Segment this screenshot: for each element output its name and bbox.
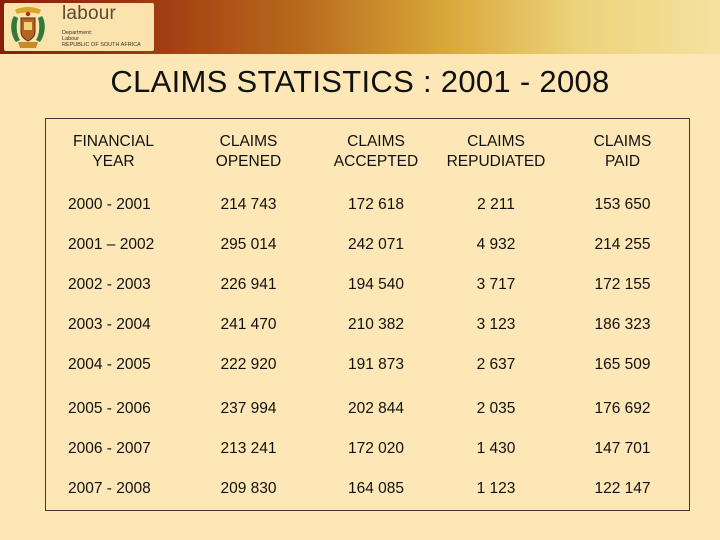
cell-claims-paid: 172 155 (594, 276, 651, 293)
brand-subtitle-department: Department: (62, 30, 93, 36)
slide-title: CLAIMS STATISTICS : 2001 - 2008 (110, 64, 610, 99)
cell-claims-repudiated: 2 637 (476, 356, 516, 373)
cell-financial-year: 2007 - 2008 (68, 480, 151, 497)
header-claims-repudiated-label: CLAIMS REPUDIATED (446, 133, 546, 170)
cell-claims-opened: 222 920 (220, 356, 277, 373)
cell-claims-opened: 237 994 (220, 400, 277, 417)
table-header-row: FINANCIAL YEAR CLAIMS OPENED CLAIMS ACCE… (46, 119, 689, 185)
cell-claims-paid: 176 692 (594, 400, 651, 417)
table-row: 2002 - 2003 226 941 194 540 3 717 172 155 (46, 265, 689, 305)
cell-claims-accepted: 202 844 (347, 400, 405, 417)
cell-claims-accepted: 164 085 (347, 480, 405, 497)
header-claims-opened: CLAIMS OPENED (181, 119, 316, 185)
brand-subtitle-country: REPUBLIC OF SOUTH AFRICA (62, 42, 141, 48)
cell-financial-year: 2006 - 2007 (68, 440, 151, 457)
claims-table: FINANCIAL YEAR CLAIMS OPENED CLAIMS ACCE… (45, 118, 690, 511)
cell-claims-paid: 153 650 (594, 196, 651, 213)
header-financial-year: FINANCIAL YEAR (46, 119, 181, 185)
table-row: 2004 - 2005 222 920 191 873 2 637 165 509 (46, 345, 689, 385)
cell-claims-accepted: 210 382 (347, 316, 405, 333)
header-claims-accepted: CLAIMS ACCEPTED (316, 119, 436, 185)
header-claims-paid: CLAIMS PAID (556, 119, 689, 185)
cell-claims-paid: 186 323 (594, 316, 651, 333)
header-claims-paid-label: CLAIMS PAID (593, 133, 652, 170)
cell-claims-repudiated: 1 123 (476, 480, 516, 497)
cell-claims-repudiated: 1 430 (476, 440, 516, 457)
brand-name: labour (62, 3, 117, 24)
cell-financial-year: 2000 - 2001 (68, 196, 151, 213)
cell-claims-accepted: 172 618 (347, 196, 405, 213)
header-financial-year-label: FINANCIAL YEAR (73, 133, 154, 170)
cell-claims-opened: 241 470 (220, 316, 277, 333)
coat-of-arms-icon (11, 7, 45, 48)
cell-claims-accepted: 194 540 (347, 276, 405, 293)
table-row: 2005 - 2006 237 994 202 844 2 035 176 692 (46, 389, 689, 429)
table-row: 2007 - 2008 209 830 164 085 1 123 122 147 (46, 469, 689, 509)
cell-claims-repudiated: 4 932 (476, 236, 516, 253)
header-claims-accepted-label: CLAIMS ACCEPTED (333, 133, 419, 170)
table-row: 2001 – 2002 295 014 242 071 4 932 214 255 (46, 225, 689, 265)
cell-claims-repudiated: 3 123 (476, 316, 516, 333)
cell-claims-repudiated: 2 211 (477, 196, 515, 213)
cell-claims-opened: 209 830 (220, 480, 277, 497)
cell-claims-repudiated: 3 717 (476, 276, 516, 293)
table-row: 2000 - 2001 214 743 172 618 2 211 153 650 (46, 185, 689, 225)
cell-claims-accepted: 242 071 (347, 236, 405, 253)
cell-financial-year: 2003 - 2004 (68, 316, 151, 333)
cell-financial-year: 2004 - 2005 (68, 356, 151, 373)
cell-financial-year: 2005 - 2006 (68, 400, 151, 417)
cell-claims-paid: 165 509 (594, 356, 651, 373)
department-logo: labour Department: Labour REPUBLIC OF SO… (4, 3, 154, 51)
cell-claims-opened: 295 014 (220, 236, 277, 253)
cell-financial-year: 2001 – 2002 (68, 236, 155, 253)
header-banner: labour Department: Labour REPUBLIC OF SO… (0, 0, 720, 54)
cell-claims-accepted: 191 873 (347, 356, 405, 373)
cell-claims-opened: 226 941 (220, 276, 277, 293)
brand-subtitle-labour: Labour (62, 36, 80, 42)
cell-claims-accepted: 172 020 (347, 440, 405, 457)
cell-claims-opened: 213 241 (220, 440, 277, 457)
table-row: 2006 - 2007 213 241 172 020 1 430 147 701 (46, 429, 689, 469)
cell-claims-repudiated: 2 035 (476, 400, 516, 417)
cell-claims-paid: 214 255 (594, 236, 651, 253)
cell-claims-paid: 122 147 (594, 480, 651, 497)
cell-claims-opened: 214 743 (220, 196, 277, 213)
header-claims-repudiated: CLAIMS REPUDIATED (436, 119, 556, 185)
table-row: 2003 - 2004 241 470 210 382 3 123 186 323 (46, 305, 689, 345)
cell-financial-year: 2002 - 2003 (68, 276, 151, 293)
cell-claims-paid: 147 701 (594, 440, 651, 457)
header-claims-opened-label: CLAIMS OPENED (215, 133, 282, 170)
